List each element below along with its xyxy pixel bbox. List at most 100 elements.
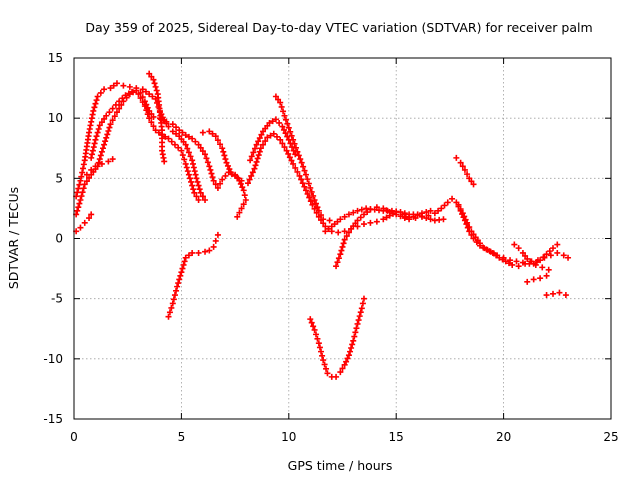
data-point xyxy=(519,259,526,266)
data-point xyxy=(184,168,191,175)
data-point xyxy=(116,105,123,112)
data-point xyxy=(219,145,226,152)
data-point xyxy=(547,252,554,259)
data-point xyxy=(316,344,323,351)
data-point xyxy=(515,263,522,270)
data-point xyxy=(95,159,102,166)
data-point xyxy=(341,228,348,235)
data-point xyxy=(319,352,326,359)
data-point xyxy=(324,370,331,377)
data-point xyxy=(453,154,460,161)
data-point xyxy=(511,241,518,248)
data-point xyxy=(195,141,202,148)
data-point xyxy=(220,148,227,155)
data-point xyxy=(383,214,390,221)
data-point xyxy=(221,152,228,159)
data-point xyxy=(192,138,199,145)
data-point xyxy=(309,201,316,208)
data-point xyxy=(150,123,157,130)
data-point xyxy=(288,157,295,164)
data-point xyxy=(335,255,342,262)
data-point xyxy=(98,148,105,155)
data-point xyxy=(81,181,88,188)
data-point xyxy=(90,107,97,114)
data-point xyxy=(242,196,249,203)
data-point xyxy=(150,76,157,83)
data-series-track-4 xyxy=(83,156,116,178)
data-point xyxy=(294,148,301,155)
data-point xyxy=(272,116,279,123)
data-point xyxy=(234,174,241,181)
data-point xyxy=(533,258,540,265)
data-point xyxy=(173,287,180,294)
data-point xyxy=(283,147,290,154)
data-point xyxy=(212,133,219,140)
data-point xyxy=(343,233,350,240)
data-point xyxy=(223,159,230,166)
data-point xyxy=(166,309,173,316)
data-point xyxy=(295,152,302,159)
data-point xyxy=(191,168,198,175)
data-point xyxy=(141,103,148,110)
data-point xyxy=(107,85,114,92)
data-point xyxy=(519,249,526,256)
data-point xyxy=(98,119,105,126)
data-point xyxy=(550,245,557,252)
data-point xyxy=(107,121,114,128)
data-point xyxy=(310,323,317,330)
data-point xyxy=(169,128,176,135)
data-point xyxy=(354,207,361,214)
y-tick-label: -15 xyxy=(43,412,63,426)
data-point xyxy=(291,140,298,147)
data-point xyxy=(314,335,321,342)
data-point xyxy=(189,249,196,256)
data-point xyxy=(318,212,325,219)
data-point xyxy=(292,144,299,151)
data-point xyxy=(209,174,216,181)
data-point xyxy=(86,174,93,181)
data-point xyxy=(423,215,430,222)
x-tick-label: 15 xyxy=(389,430,404,444)
data-point xyxy=(260,141,267,148)
data-point xyxy=(179,129,186,136)
data-point xyxy=(562,292,569,299)
data-point xyxy=(153,87,160,94)
data-point xyxy=(214,231,221,238)
data-point xyxy=(282,130,289,137)
data-point xyxy=(290,136,297,143)
data-point xyxy=(530,276,537,283)
data-point xyxy=(217,180,224,187)
y-tick-label: 0 xyxy=(55,232,63,246)
data-point xyxy=(148,119,155,126)
data-point xyxy=(169,300,176,307)
data-point xyxy=(357,214,364,221)
data-series-track-15 xyxy=(511,241,561,267)
data-point xyxy=(255,152,262,159)
data-point xyxy=(281,144,288,151)
data-point xyxy=(91,140,98,147)
data-point xyxy=(397,209,404,216)
data-point xyxy=(360,295,367,302)
data-point xyxy=(93,133,100,140)
data-point xyxy=(264,134,271,141)
data-point xyxy=(280,108,287,115)
data-point xyxy=(325,225,332,232)
data-point xyxy=(427,207,434,214)
data-point xyxy=(554,249,561,256)
data-point xyxy=(356,313,363,320)
data-point xyxy=(333,373,340,380)
data-point xyxy=(288,132,295,139)
data-point xyxy=(182,141,189,148)
data-point xyxy=(468,228,475,235)
axis-ticks: 0 5 10 15 20 25 -15 -10 -5 0 5 10 15 xyxy=(43,51,618,444)
data-point xyxy=(524,278,531,285)
data-point xyxy=(79,189,86,196)
data-point xyxy=(470,231,477,238)
data-point xyxy=(206,247,213,254)
data-point xyxy=(178,269,185,276)
data-point xyxy=(163,118,170,125)
data-point xyxy=(269,118,276,125)
data-point xyxy=(251,145,258,152)
data-point xyxy=(344,355,351,362)
data-point xyxy=(301,183,308,190)
